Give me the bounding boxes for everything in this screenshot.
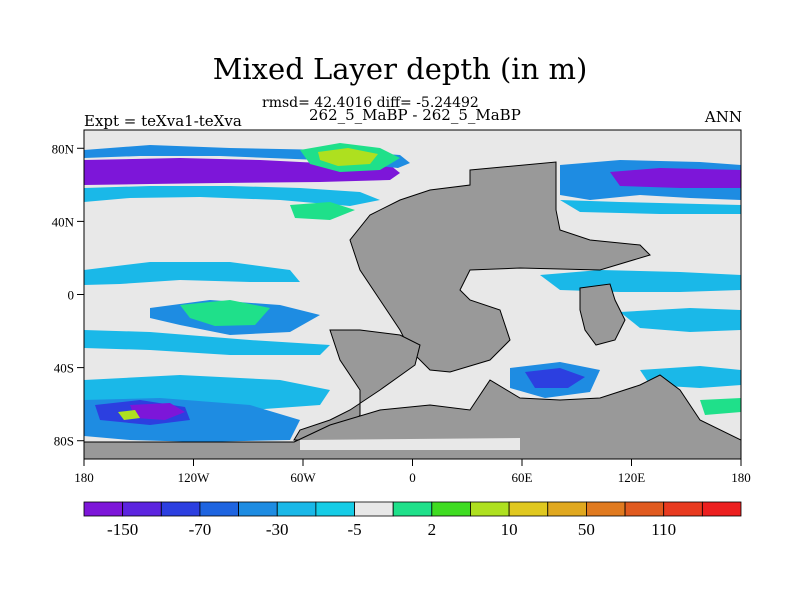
south-band-yellow (118, 410, 140, 420)
north-east-purple (610, 168, 741, 188)
colorbar-label-3: -5 (347, 520, 361, 539)
lon-tick-label-6: 180 (731, 470, 751, 485)
south-east-green (700, 398, 741, 415)
colorbar-swatch-12 (547, 501, 587, 517)
colorbar-swatch-15 (663, 501, 703, 517)
north-mid-green (290, 202, 355, 220)
tropic-green-west (180, 300, 270, 326)
colorbar-swatch-10 (470, 501, 510, 517)
colorbar-swatch-8 (392, 501, 433, 517)
lon-tick-label-3: 0 (409, 470, 416, 485)
longitude-axis: 180 120W 60W 0 60E 120E 180 (74, 459, 751, 485)
lat-tick-label-1: 40N (52, 214, 75, 229)
colorbar: -150 -70 -30 -5 2 10 50 110 (83, 501, 742, 539)
colorbar-swatch-2 (160, 501, 201, 517)
lat-tick-label-3: 40S (54, 361, 74, 376)
colorbar-label-5: 10 (501, 520, 518, 539)
latitude-axis: 80N 40N 0 40S 80S (52, 141, 84, 449)
season-label: ANN (704, 108, 742, 126)
cases-line: 262_5_MaBP - 262_5_MaBP (309, 106, 521, 124)
land-polar-white (300, 438, 520, 450)
north-band-lightblue (84, 186, 380, 206)
land-south-america (293, 329, 421, 441)
tropic-lightblue-west (84, 262, 300, 285)
lon-tick-label-1: 120W (178, 470, 211, 485)
colorbar-swatch-7 (354, 501, 394, 517)
lat-tick-label-4: 80S (54, 434, 74, 449)
colorbar-swatch-16 (701, 501, 742, 517)
colorbar-label-0: -150 (107, 520, 138, 539)
colorbar-label-2: -30 (266, 520, 289, 539)
map-panel (84, 130, 741, 459)
colorbar-label-4: 2 (428, 520, 437, 539)
plot-title: Mixed Layer depth (in m) (212, 52, 588, 86)
colorbar-swatch-11 (508, 501, 549, 517)
lat-tick-label-2: 0 (68, 288, 75, 303)
north-east-lightblue (560, 200, 741, 214)
colorbar-swatch-3 (199, 501, 239, 517)
tropic-east-lightblue-2 (620, 308, 741, 332)
south-east-deepblue (525, 368, 585, 388)
colorbar-swatch-14 (624, 501, 665, 517)
colorbar-label-6: 50 (578, 520, 595, 539)
colorbar-label-7: 110 (651, 520, 676, 539)
south-band-purple (130, 403, 185, 420)
lon-tick-label-0: 180 (74, 470, 94, 485)
colorbar-label-1: -70 (189, 520, 212, 539)
land-australia (579, 283, 626, 346)
colorbar-swatch-13 (586, 501, 626, 517)
colorbar-swatch-9 (431, 501, 471, 517)
colorbar-swatch-1 (122, 501, 162, 517)
lon-tick-label-4: 60E (512, 470, 533, 485)
experiment-label: Expt = teXva1-teXva (84, 112, 242, 130)
colorbar-swatch-4 (238, 501, 278, 517)
colorbar-swatch-6 (315, 501, 355, 517)
lon-tick-label-2: 60W (290, 470, 316, 485)
lat-tick-label-0: 80N (52, 141, 75, 156)
colorbar-swatch-0 (83, 501, 124, 517)
colorbar-swatch-5 (276, 501, 317, 517)
lon-tick-label-5: 120E (618, 470, 646, 485)
land-antarctica (84, 374, 741, 459)
stats-line: rmsd= 42.4016 diff= -5.24492 (262, 95, 479, 111)
land-africa-europe (349, 161, 651, 373)
north-yellow-patch (318, 148, 378, 166)
tropic-lightblue-south (84, 330, 330, 355)
